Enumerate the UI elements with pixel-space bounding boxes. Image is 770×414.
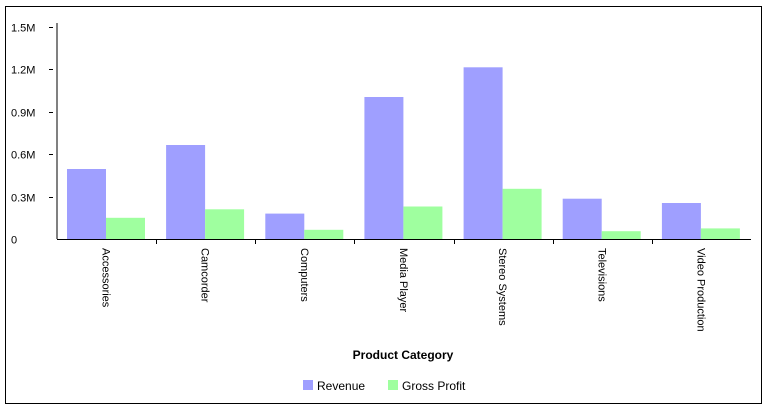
y-tick-label: 0.6M [11,150,35,162]
x-tick-label: Televisions [595,248,607,302]
legend: Revenue Gross Profit [303,379,466,393]
revenue-bar [364,97,404,239]
gross-profit-bar [700,228,740,239]
y-tick-label: 0.3M [11,193,35,205]
legend-swatch-revenue [303,380,313,390]
revenue-bar [265,213,305,239]
y-tick-label: 0.9M [11,108,35,120]
y-tick-label: 0 [11,235,17,247]
revenue-bar [463,67,503,239]
revenue-bar [166,145,206,239]
gross-profit-bar [502,188,542,239]
x-axis: Accessories Camcorder Computers Media Playe… [57,239,751,332]
gross-profit-bar [601,231,641,239]
gross-profit-bar [106,217,145,239]
y-tick-label: 1.5M [11,23,35,35]
x-tick-label: Accessories [100,248,112,308]
gross-profit-bar [205,209,245,239]
bars [67,67,740,239]
y-axis: 0 0.3M 0.6M 0.9M 1.2M 1.5M [11,23,58,247]
x-tick-label: Media Player [397,248,409,313]
legend-label-gross-profit: Gross Profit [402,379,466,393]
gross-profit-bar [403,206,443,239]
revenue-bar [562,198,602,239]
x-tick-label: Video Production [694,248,706,332]
x-tick-label: Camcorder [199,248,211,303]
x-tick-label: Computers [298,248,310,302]
y-tick-label: 1.2M [11,65,35,77]
x-axis-title: Product Category [353,348,454,362]
x-tick-label: Stereo Systems [496,248,508,326]
revenue-bar [67,169,106,239]
revenue-bar [661,203,701,239]
legend-swatch-gross-profit [388,380,398,390]
legend-label-revenue: Revenue [317,379,365,393]
gross-profit-bar [304,229,344,239]
